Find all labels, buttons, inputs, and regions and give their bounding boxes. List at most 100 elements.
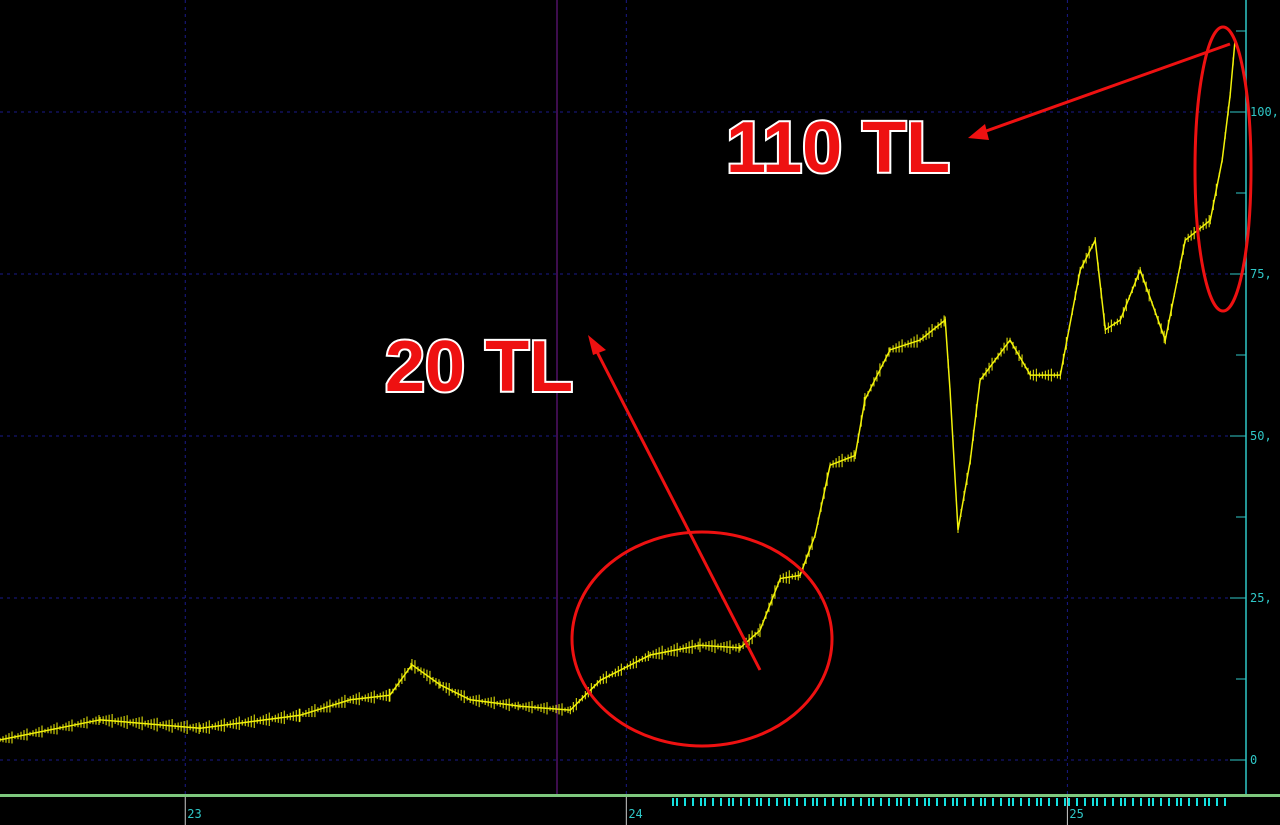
event-marker — [804, 798, 806, 806]
y-tick-label: 100, — [1250, 105, 1279, 119]
event-marker — [796, 798, 798, 806]
arrowhead-110tl — [968, 124, 989, 140]
event-marker — [704, 798, 706, 806]
event-marker — [824, 798, 826, 806]
x-axis: 23 24 25 — [184, 797, 1084, 825]
event-marker — [1036, 798, 1038, 806]
event-marker — [700, 798, 702, 806]
event-marker — [1224, 798, 1226, 806]
event-marker — [1196, 798, 1198, 806]
arrow-20tl — [590, 341, 762, 671]
y-axis: 0 25, 50, 75, 100, — [1230, 30, 1279, 767]
event-marker — [944, 798, 946, 806]
event-marker — [1208, 798, 1210, 806]
price-bars — [0, 57, 1234, 744]
arrowhead-20tl — [588, 335, 606, 355]
event-marker — [776, 798, 778, 806]
event-marker — [1188, 798, 1190, 806]
event-marker — [1152, 798, 1154, 806]
event-marker — [1104, 798, 1106, 806]
event-marker — [928, 798, 930, 806]
event-marker — [748, 798, 750, 806]
event-marker — [732, 798, 734, 806]
event-marker — [844, 798, 846, 806]
event-marker — [936, 798, 938, 806]
event-marker — [1012, 798, 1014, 806]
event-marker — [788, 798, 790, 806]
event-marker — [1140, 798, 1142, 806]
event-marker — [1112, 798, 1114, 806]
event-marker — [896, 798, 898, 806]
time-axis-band — [0, 797, 1280, 825]
event-marker — [840, 798, 842, 806]
event-marker — [860, 798, 862, 806]
event-marker — [1148, 798, 1150, 806]
event-marker — [1064, 798, 1066, 806]
event-marker — [1216, 798, 1218, 806]
event-marker — [760, 798, 762, 806]
event-marker — [924, 798, 926, 806]
event-marker — [1028, 798, 1030, 806]
time-axis-separator — [0, 794, 1280, 797]
event-marker — [916, 798, 918, 806]
event-marker — [964, 798, 966, 806]
event-marker — [728, 798, 730, 806]
event-marker — [888, 798, 890, 806]
event-marker — [872, 798, 874, 806]
event-marker — [1000, 798, 1002, 806]
annotation-20tl: 20 TL — [385, 327, 573, 407]
event-marker — [712, 798, 714, 806]
event-marker — [784, 798, 786, 806]
event-marker — [832, 798, 834, 806]
event-marker — [1096, 798, 1098, 806]
event-marker — [992, 798, 994, 806]
event-marker — [980, 798, 982, 806]
event-marker — [956, 798, 958, 806]
event-marker — [720, 798, 722, 806]
event-marker — [1180, 798, 1182, 806]
y-tick-label: 50, — [1250, 429, 1272, 443]
highlight-ellipse-110tl — [1193, 25, 1253, 313]
event-marker — [1040, 798, 1042, 806]
event-marker — [1076, 798, 1078, 806]
x-tick-label: 25 — [1069, 807, 1083, 821]
event-marker — [1176, 798, 1178, 806]
grid — [0, 0, 1230, 794]
event-marker — [692, 798, 694, 806]
event-marker — [816, 798, 818, 806]
event-marker — [1204, 798, 1206, 806]
event-marker — [756, 798, 758, 806]
event-marker — [1056, 798, 1058, 806]
event-marker — [1084, 798, 1086, 806]
event-marker — [852, 798, 854, 806]
event-marker — [676, 798, 678, 806]
event-marker — [672, 798, 674, 806]
event-marker — [984, 798, 986, 806]
event-markers — [672, 798, 1226, 806]
event-marker — [1124, 798, 1126, 806]
event-marker — [684, 798, 686, 806]
event-marker — [740, 798, 742, 806]
event-marker — [908, 798, 910, 806]
event-marker — [1092, 798, 1094, 806]
event-marker — [1048, 798, 1050, 806]
event-marker — [768, 798, 770, 806]
event-marker — [812, 798, 814, 806]
event-marker — [1008, 798, 1010, 806]
event-marker — [1168, 798, 1170, 806]
event-marker — [880, 798, 882, 806]
y-tick-label: 0 — [1250, 753, 1257, 767]
event-marker — [868, 798, 870, 806]
highlight-ellipse-20tl — [570, 530, 834, 748]
annotation-110tl: 110 TL — [726, 108, 950, 188]
event-marker — [952, 798, 954, 806]
event-marker — [1020, 798, 1022, 806]
event-marker — [1132, 798, 1134, 806]
y-tick-label: 75, — [1250, 267, 1272, 281]
arrow-110tl — [974, 42, 1231, 137]
event-marker — [900, 798, 902, 806]
y-tick-label: 25, — [1250, 591, 1272, 605]
event-marker — [1068, 798, 1070, 806]
x-tick-label: 23 — [187, 807, 201, 821]
